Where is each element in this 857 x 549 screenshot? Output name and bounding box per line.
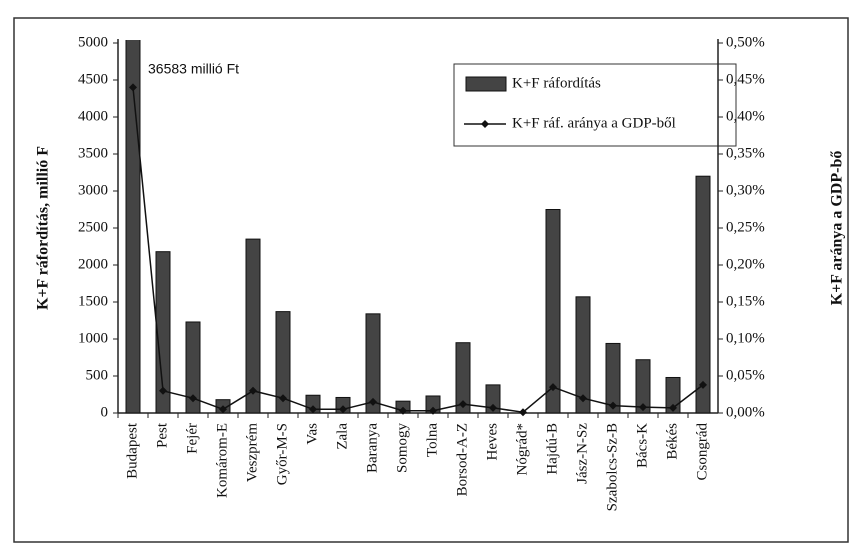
y-tick-label: 4500 bbox=[78, 71, 108, 87]
legend-label: K+F ráfordítás bbox=[512, 75, 601, 91]
line bbox=[132, 87, 704, 414]
bar bbox=[695, 175, 711, 414]
y2-tick-label: 0,30% bbox=[726, 182, 765, 198]
y-tick-label: 5000 bbox=[78, 34, 108, 50]
legend-label: K+F ráf. aránya a GDP-ből bbox=[512, 115, 676, 131]
y2-tick-label: 0,40% bbox=[726, 108, 765, 124]
bar bbox=[245, 238, 261, 414]
x-tick-label: Komárom-E bbox=[214, 423, 230, 498]
bar bbox=[665, 376, 681, 414]
marker bbox=[549, 383, 557, 392]
y2-axis-label: K+F aránya a GDP-bő bbox=[829, 151, 846, 306]
marker bbox=[249, 386, 257, 395]
annotation: 36583 millió Ft bbox=[148, 61, 239, 77]
marker bbox=[339, 405, 347, 414]
y2-tick-label: 0,10% bbox=[726, 330, 765, 346]
bar bbox=[635, 359, 651, 414]
x-tick-label: Somogy bbox=[394, 423, 410, 474]
bar bbox=[275, 311, 291, 414]
x-tick-label: Heves bbox=[484, 423, 500, 461]
y2-tick-label: 0,35% bbox=[726, 145, 765, 161]
bar bbox=[575, 296, 591, 414]
marker bbox=[699, 380, 707, 389]
x-tick-label: Borsod-A-Z bbox=[454, 423, 470, 496]
plot-area bbox=[125, 40, 711, 417]
x-tick-label: Tolna bbox=[424, 423, 440, 457]
bar bbox=[455, 342, 471, 414]
y-tick-label: 1000 bbox=[78, 330, 108, 346]
marker bbox=[579, 394, 587, 403]
y-tick-label: 0 bbox=[101, 404, 109, 420]
y-tick-label: 2500 bbox=[78, 219, 108, 235]
marker bbox=[369, 397, 377, 406]
x-tick-label: Budapest bbox=[124, 422, 140, 479]
legend-marker bbox=[481, 120, 489, 128]
marker bbox=[489, 403, 497, 412]
x-tick-label: Veszprém bbox=[244, 423, 260, 482]
x-tick-label: Bács-K bbox=[634, 423, 650, 468]
x-tick-label: Szabolcs-Sz-B bbox=[604, 423, 620, 511]
bar bbox=[365, 313, 381, 414]
bar bbox=[185, 321, 201, 414]
marker bbox=[189, 394, 197, 403]
y-tick-label: 4000 bbox=[78, 108, 108, 124]
marker bbox=[159, 386, 167, 395]
y-tick-label: 2000 bbox=[78, 256, 108, 272]
marker bbox=[129, 83, 137, 92]
chart-frame bbox=[13, 17, 849, 543]
x-tick-label: Jász-N-Sz bbox=[574, 423, 590, 484]
x-tick-label: Vas bbox=[304, 423, 320, 445]
y2-tick-label: 0,05% bbox=[726, 367, 765, 383]
bar bbox=[605, 342, 621, 414]
marker bbox=[279, 394, 287, 403]
y2-tick-label: 0,25% bbox=[726, 219, 765, 235]
x-tick-label: Csongrád bbox=[694, 423, 710, 481]
y2-tick-label: 0,00% bbox=[726, 404, 765, 420]
y-tick-label: 500 bbox=[86, 367, 109, 383]
marker bbox=[399, 406, 407, 415]
x-tick-label: Nógrád* bbox=[514, 423, 530, 476]
x-tick-label: Fejér bbox=[184, 423, 200, 454]
marker bbox=[309, 405, 317, 414]
marker bbox=[639, 403, 647, 412]
marker bbox=[609, 401, 617, 410]
marker bbox=[429, 406, 437, 415]
marker bbox=[669, 403, 677, 412]
marker bbox=[519, 408, 527, 417]
y-axis-label: K+F ráfordítás, millió F bbox=[35, 146, 52, 310]
marker bbox=[219, 405, 227, 414]
y-tick-label: 3500 bbox=[78, 145, 108, 161]
x-tick-label: Hajdú-B bbox=[544, 423, 560, 475]
x-tick-label: Zala bbox=[334, 423, 350, 450]
y2-tick-label: 0,50% bbox=[726, 34, 765, 50]
marker bbox=[459, 400, 467, 409]
x-tick-label: Győr-M-S bbox=[274, 423, 290, 485]
x-tick-label: Baranya bbox=[364, 423, 380, 473]
y2-tick-label: 0,45% bbox=[726, 71, 765, 87]
y-tick-label: 1500 bbox=[78, 293, 108, 309]
y-tick-label: 3000 bbox=[78, 182, 108, 198]
bar bbox=[485, 384, 501, 414]
y2-tick-label: 0,20% bbox=[726, 256, 765, 272]
bar bbox=[155, 251, 171, 414]
bar bbox=[125, 40, 141, 414]
x-tick-label: Pest bbox=[154, 422, 170, 448]
x-tick-label: Békés bbox=[664, 423, 680, 460]
legend-swatch bbox=[465, 76, 507, 92]
y2-tick-label: 0,15% bbox=[726, 293, 765, 309]
bar bbox=[545, 209, 561, 414]
